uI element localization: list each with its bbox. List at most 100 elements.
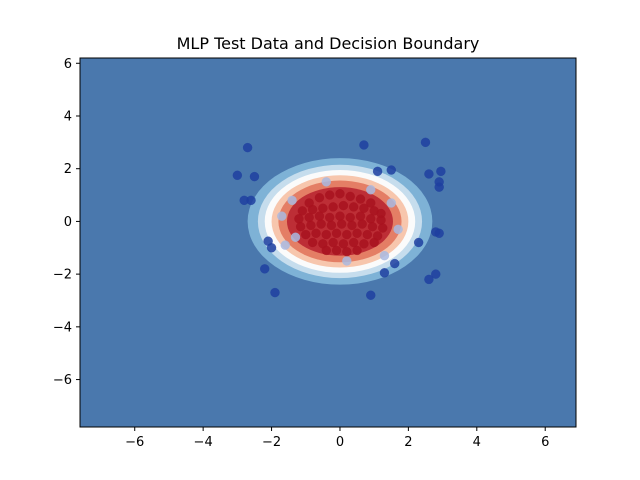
data-point [367,221,378,232]
data-point [352,228,362,239]
data-point [379,250,390,261]
data-point [324,190,335,200]
data-point [335,188,345,199]
y-tick-label: 4 [64,109,72,124]
data-point [328,202,338,212]
data-point [290,232,301,242]
data-point [355,211,366,221]
data-point [324,212,335,223]
x-axis: −6 −4 −2 0 2 4 6 [125,427,549,450]
data-point [393,224,403,235]
y-tick-label: 6 [64,57,72,72]
data-point [352,245,362,256]
data-point [348,202,359,212]
x-tick-label: −4 [194,435,213,450]
data-point [318,203,328,213]
data-point [246,195,256,206]
data-point [314,211,325,221]
y-tick-label: −4 [53,320,72,335]
data-point [326,220,337,231]
data-point [335,211,345,221]
x-tick-label: 6 [541,435,549,450]
data-point [342,246,352,257]
data-point [266,243,277,253]
data-point [328,237,338,248]
data-point [366,290,376,300]
x-tick-label: −6 [125,435,144,450]
x-tick-label: 4 [473,435,481,450]
data-point [379,268,390,278]
y-axis: −6 −4 −2 0 2 4 6 [53,57,80,388]
data-point [301,229,311,240]
data-point [311,228,321,239]
data-point [232,170,243,181]
data-point [307,204,318,215]
data-point [345,212,355,223]
y-tick-label: −2 [53,268,72,283]
data-point [287,195,297,206]
data-point [362,229,373,240]
data-point [321,177,332,187]
data-point [342,229,352,240]
scatter-points [232,137,446,300]
data-point [369,237,379,248]
data-point [316,219,326,229]
data-point [342,256,352,266]
data-point [307,237,318,248]
data-point [259,264,270,274]
data-point [321,229,332,240]
data-point [294,214,304,224]
data-point [297,206,308,216]
plot-area [79,57,577,428]
data-point [306,220,316,231]
data-point [424,169,434,179]
data-point [436,166,446,177]
data-point [249,171,260,182]
data-point [386,165,397,175]
data-point [376,215,386,225]
data-point [431,269,441,279]
data-point [359,239,369,249]
data-point [389,258,400,269]
data-point [420,137,431,148]
data-point [359,140,369,150]
y-tick-label: 2 [64,162,72,177]
data-point [372,166,383,177]
data-point [413,237,424,248]
data-point [386,198,397,208]
data-point [366,185,376,195]
data-point [304,212,314,223]
x-tick-label: 2 [404,435,412,450]
data-point [347,220,357,231]
data-point [434,228,444,239]
data-point [366,198,376,208]
data-point [242,142,253,153]
data-point [345,191,355,202]
data-point [366,214,376,224]
data-point [434,182,444,192]
data-point [338,200,349,211]
data-point [377,223,388,233]
data-point [424,274,434,285]
data-point [357,219,367,229]
x-tick-label: −2 [262,435,281,450]
x-tick-label: 0 [336,435,344,450]
data-point [270,287,280,298]
y-tick-label: −6 [53,373,72,388]
data-point [331,228,342,239]
data-point [321,245,332,256]
data-point [336,219,347,229]
chart-title: MLP Test Data and Decision Boundary [177,34,480,53]
plot-frame [79,57,577,428]
data-point [314,192,325,203]
data-point [295,221,306,232]
y-tick-label: 0 [64,215,72,230]
data-point [355,194,366,204]
data-point [359,203,369,213]
data-point [280,240,290,250]
data-point [277,211,287,221]
data-point [338,239,349,249]
data-point [331,245,342,256]
data-point [348,237,359,248]
